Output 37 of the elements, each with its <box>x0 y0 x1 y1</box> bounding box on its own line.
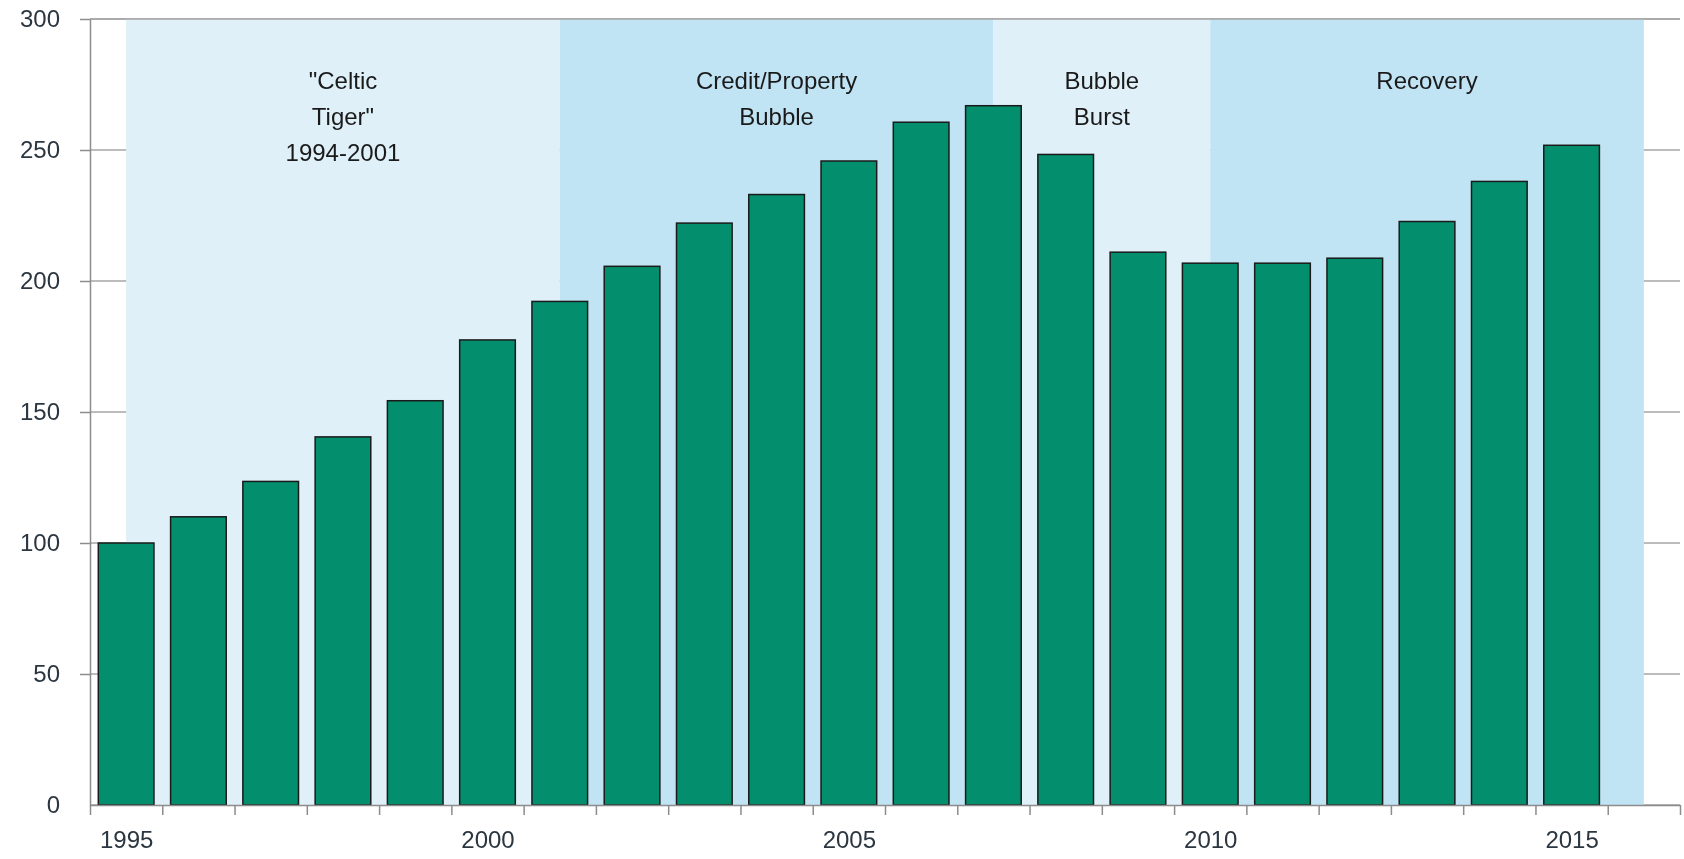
bar <box>964 104 1022 806</box>
x-tick-label: 2000 <box>461 826 515 854</box>
y-tick-label: 300 <box>19 5 60 33</box>
bar <box>1470 180 1528 806</box>
bar <box>1326 257 1384 806</box>
band-label: Credit/Property Bubble <box>695 67 858 130</box>
bar <box>314 436 372 806</box>
x-tick-label: 2010 <box>1184 826 1238 854</box>
bar <box>1037 153 1095 806</box>
y-tick-label: 200 <box>19 267 60 295</box>
bar <box>1398 220 1456 806</box>
y-tick-label: 50 <box>33 660 60 688</box>
bar <box>675 222 733 806</box>
bar <box>892 121 950 806</box>
y-tick-label: 150 <box>19 398 60 426</box>
x-tick-label: 1995 <box>99 826 154 854</box>
bar <box>748 193 806 806</box>
bar <box>1543 144 1601 806</box>
bar <box>458 339 517 806</box>
band-label: "Celtic Tiger" 1994-2001 <box>285 67 401 166</box>
bar <box>386 399 444 806</box>
bar <box>820 160 878 806</box>
band-label: Recovery <box>1376 67 1478 94</box>
y-tick-label: 250 <box>19 136 60 164</box>
bar <box>97 542 155 806</box>
y-tick-label: 100 <box>19 529 60 557</box>
y-tick-label: 0 <box>46 791 60 819</box>
x-tick-label: 2005 <box>822 826 877 854</box>
bar <box>1253 262 1312 806</box>
band-label: Bubble Burst <box>1064 67 1140 130</box>
bar <box>242 480 300 806</box>
bar <box>531 300 589 806</box>
bar <box>169 516 227 806</box>
bar <box>603 265 661 806</box>
bar <box>1181 262 1239 806</box>
x-tick-label: 2015 <box>1545 826 1599 854</box>
bar <box>1109 251 1167 806</box>
